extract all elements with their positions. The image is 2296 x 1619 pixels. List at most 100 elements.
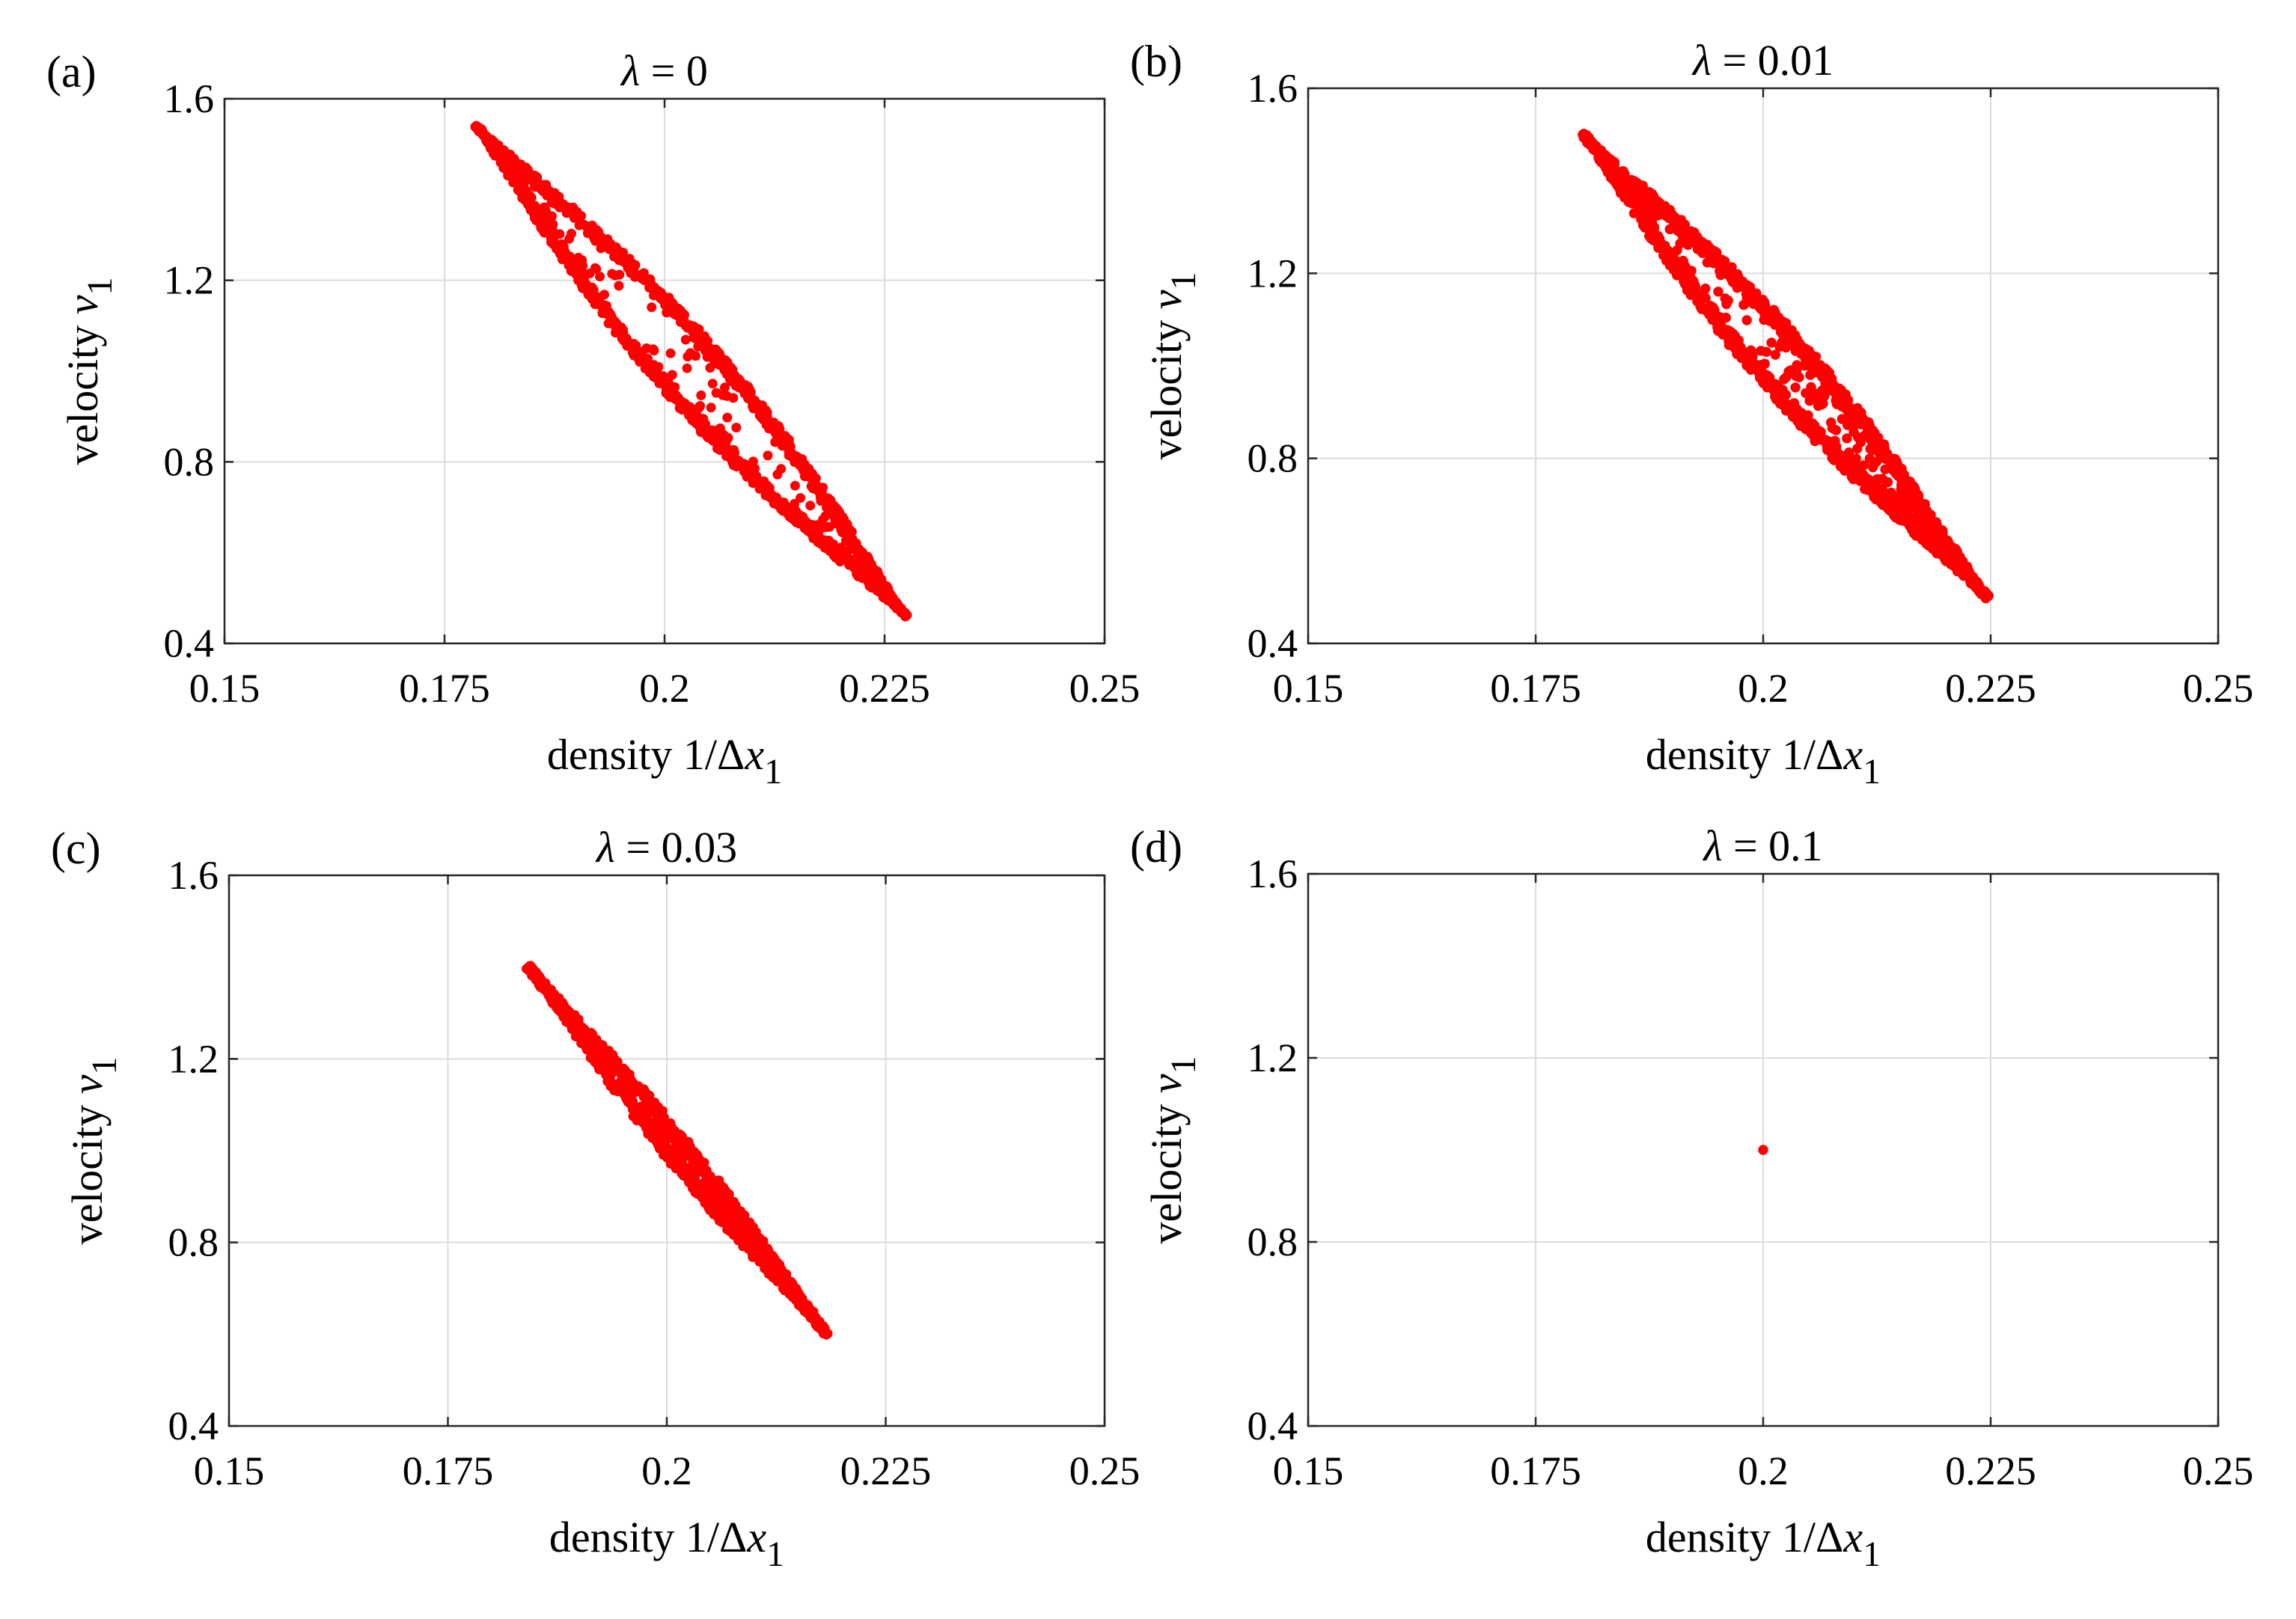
y-tick-label: 1.6 — [164, 76, 215, 121]
data-point — [570, 1014, 580, 1024]
data-point — [1676, 222, 1687, 233]
data-point — [614, 269, 625, 280]
data-point — [697, 1184, 707, 1194]
data-point — [763, 450, 773, 461]
data-point — [685, 1171, 695, 1181]
data-point — [1877, 491, 1887, 501]
y-axis-label-text: velocity — [63, 1105, 112, 1245]
data-point — [576, 1022, 587, 1032]
data-point — [647, 369, 658, 379]
y-axis-label-var: v — [1142, 290, 1191, 309]
x-tick-label: 0.15 — [1273, 666, 1344, 711]
data-point — [1723, 269, 1733, 280]
data-point — [867, 580, 878, 590]
data-point — [1908, 515, 1919, 526]
data-point — [667, 370, 677, 380]
data-point — [1837, 414, 1848, 424]
data-point — [830, 504, 840, 515]
data-point — [511, 174, 522, 185]
data-point — [1777, 385, 1788, 395]
data-point — [649, 346, 659, 356]
data-point — [770, 426, 781, 436]
data-point — [734, 382, 745, 393]
data-point — [1792, 364, 1802, 375]
data-point — [1759, 358, 1770, 369]
title-symbol: λ — [595, 823, 615, 872]
data-point — [662, 307, 672, 318]
data-point — [763, 1258, 773, 1267]
data-point — [1780, 328, 1790, 339]
data-point — [1851, 462, 1861, 473]
data-point — [687, 1183, 697, 1193]
data-point — [684, 410, 694, 420]
data-point — [1616, 184, 1626, 195]
data-point — [851, 559, 861, 569]
data-point — [730, 1200, 741, 1211]
panel-label: (a) — [46, 47, 97, 97]
data-point — [646, 1122, 656, 1133]
x-tick-label: 0.175 — [399, 666, 490, 711]
x-axis-label-var: x — [1842, 730, 1863, 779]
data-point — [680, 334, 691, 345]
data-point — [1792, 337, 1804, 348]
y-axis-label-var: v — [58, 295, 107, 314]
x-axis-label: density 1/Δx1 — [1646, 730, 1881, 792]
data-point — [1700, 284, 1711, 294]
data-point — [724, 1219, 733, 1228]
data-point — [1596, 153, 1607, 164]
data-point — [1831, 395, 1841, 405]
data-point — [790, 480, 800, 491]
x-axis-label-sub: 1 — [764, 752, 782, 792]
data-point — [870, 572, 880, 582]
data-point — [662, 382, 673, 392]
title-symbol: λ — [1702, 821, 1722, 870]
panel-d: 0.15 0.175 0.2 0.225 0.25 0.4 0.8 1.2 1.6 λ = 0.1… — [1130, 821, 2253, 1574]
data-point — [769, 1273, 779, 1283]
data-point — [1899, 497, 1911, 507]
x-axis-label-var: x — [744, 730, 764, 779]
data-point — [1766, 337, 1777, 348]
data-point — [1738, 299, 1750, 310]
y-axis-label: velocity v1 — [63, 1056, 124, 1244]
data-point — [1880, 464, 1890, 474]
data-point — [1842, 456, 1853, 467]
data-point — [1758, 1145, 1768, 1155]
panel-title: λ = 0 — [620, 46, 708, 95]
data-point — [706, 403, 716, 413]
data-point — [789, 1287, 799, 1297]
data-point — [775, 497, 785, 507]
x-tick-label: 0.225 — [1945, 666, 2036, 711]
data-point — [1602, 165, 1613, 175]
data-point — [567, 1024, 577, 1034]
data-point — [584, 269, 595, 278]
data-point — [638, 1087, 649, 1097]
data-point — [696, 390, 706, 400]
data-point — [836, 542, 846, 553]
x-tick-label: 0.175 — [403, 1448, 494, 1493]
y-axis-label-sub: 1 — [80, 277, 120, 295]
data-point — [1860, 482, 1871, 493]
data-point — [1917, 534, 1928, 545]
data-point — [540, 203, 550, 213]
x-tick-label: 0.2 — [1738, 666, 1789, 711]
data-point — [1790, 382, 1801, 393]
data-point — [779, 1285, 790, 1295]
data-point — [1745, 345, 1756, 355]
data-point — [697, 1193, 707, 1203]
y-axis-label-sub: 1 — [1164, 272, 1203, 290]
data-point — [1873, 446, 1884, 456]
data-point — [884, 591, 894, 602]
panel-title: λ = 0.1 — [1702, 821, 1822, 870]
data-point — [1675, 238, 1685, 249]
data-point — [705, 363, 715, 373]
data-point — [1871, 456, 1882, 467]
data-point — [1929, 531, 1940, 542]
x-axis-label-sub: 1 — [766, 1534, 784, 1574]
data-point — [1916, 518, 1927, 530]
y-axis-label-var: v — [63, 1074, 112, 1094]
data-point — [1743, 285, 1754, 296]
data-point — [799, 1303, 808, 1314]
data-point — [494, 145, 504, 156]
data-point — [539, 983, 549, 994]
data-point — [715, 1201, 724, 1211]
